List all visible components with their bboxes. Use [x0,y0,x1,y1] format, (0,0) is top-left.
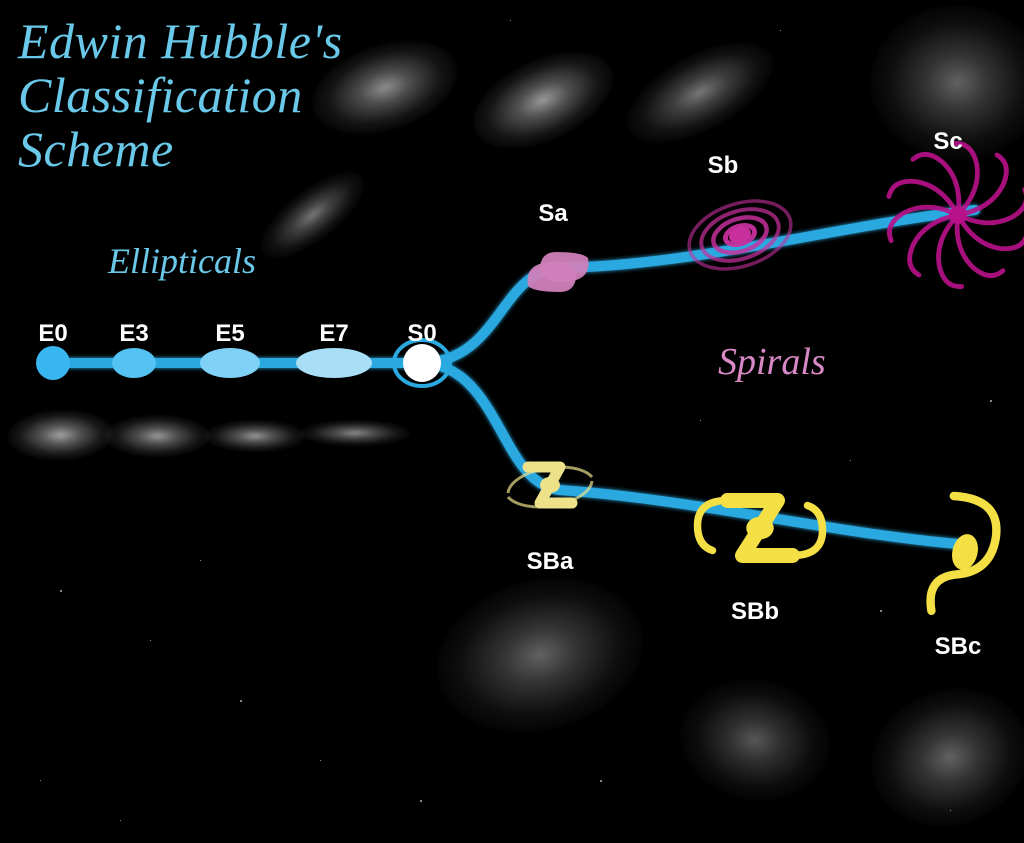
background-galaxy-blur [205,420,305,452]
elliptical-E3 [112,348,156,378]
background-galaxy-blur [7,408,114,462]
node-label-E7: E7 [319,320,348,348]
spiral-Sa [527,252,588,292]
background-star [850,460,851,461]
background-star [600,780,602,782]
elliptical-E7 [296,348,372,378]
diagram-title: Edwin Hubble'sClassificationScheme [18,14,343,176]
category-label-ellipticals: Ellipticals [108,240,256,282]
elliptical-nodes [36,346,372,380]
elliptical-E0 [36,346,70,380]
background-galaxy-blur [852,667,1024,843]
node-label-Sb: Sb [708,152,739,180]
node-label-SBb: SBb [731,598,779,626]
background-star [990,400,992,402]
background-star [950,810,951,811]
background-star [320,760,321,761]
barred-SBc [931,496,997,611]
lenticular-S0 [403,344,441,382]
background-star [780,30,781,31]
background-star [420,800,422,802]
background-galaxy-blur [300,420,410,446]
spiral-normal-icons [527,138,1024,292]
background-galaxy-blur [671,668,840,812]
background-star [200,560,201,561]
background-star [880,610,882,612]
background-star [60,590,62,592]
background-star [240,700,242,702]
node-label-Sa: Sa [538,200,567,228]
background-star [40,780,41,781]
background-star [150,640,151,641]
node-label-E0: E0 [38,320,67,348]
node-label-S0: S0 [407,320,436,348]
background-galaxy-blur [105,415,210,457]
spiral-Sb [680,189,799,281]
barred-SBb [698,501,823,556]
background-galaxy-blur [419,555,661,754]
node-label-E5: E5 [215,320,244,348]
node-label-E3: E3 [119,320,148,348]
node-label-Sc: Sc [933,128,962,156]
spiral-Sc [884,138,1024,292]
background-star [700,420,701,421]
barred-SBa [508,467,592,507]
background-star [510,20,511,21]
node-label-SBc: SBc [935,633,982,661]
background-star [120,820,121,821]
background-galaxy-blur [612,22,788,163]
hubble-tuning-fork-diagram: { "canvas": { "width": 1024, "height": 8… [0,0,1024,843]
node-label-SBa: SBa [527,548,574,576]
background-galaxy-blur [458,32,628,168]
category-label-spirals: Spirals [718,340,826,384]
elliptical-E5 [200,348,260,378]
